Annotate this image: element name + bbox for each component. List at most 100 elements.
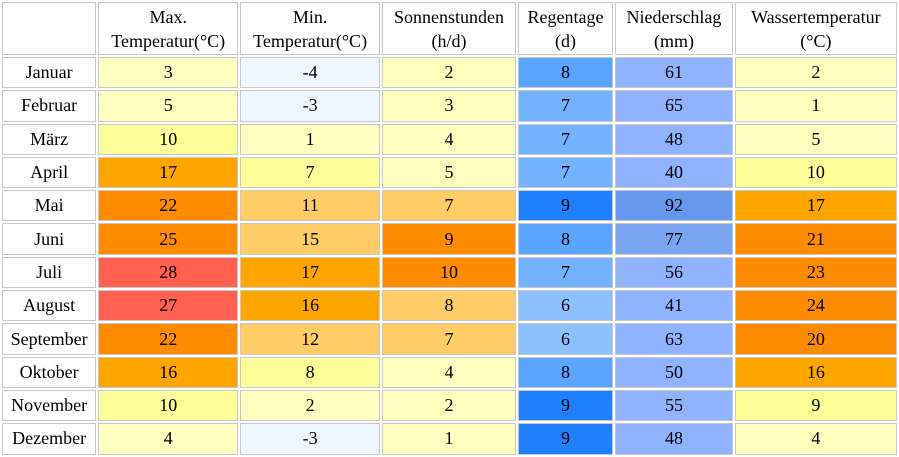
cell-max-temp: 22 [98,190,239,222]
cell-max-temp: 22 [98,323,239,355]
column-header-max-temp: Max. Temperatur(°C) [98,2,239,55]
cell-min-temp: 16 [240,290,381,322]
column-header-sun-hours: Sonnenstunden (h/d) [382,2,516,55]
column-header-line2: (°C) [800,30,832,51]
table-row: Februar 5 -3 3 7 65 1 [2,90,897,122]
cell-min-temp: 11 [240,190,381,222]
cell-water-temp: 21 [734,223,897,255]
cell-sun-hours: 5 [382,156,516,189]
column-header-line1: Min. [292,6,328,27]
cell-sun-hours: 2 [382,389,516,422]
cell-precipitation: 63 [615,323,733,355]
cell-sun-hours: 7 [382,190,516,222]
month-cell: Mai [2,190,97,222]
column-header-month [2,2,97,55]
cell-max-temp: 4 [98,423,239,455]
cell-water-temp: 5 [734,123,897,155]
cell-precipitation: 50 [615,356,733,388]
column-header-precipitation: Niederschlag (mm) [615,2,733,55]
column-header-line2: Temperatur(°C) [253,30,368,51]
table-row: Oktober 16 8 4 8 50 16 [2,356,897,388]
cell-precipitation: 40 [615,156,733,189]
month-cell: September [2,323,97,355]
table-row: August 27 16 8 6 41 24 [2,290,897,322]
column-header-line1: Regentage [527,6,604,27]
table-row: September 22 12 7 6 63 20 [2,323,897,355]
cell-rain-days: 6 [517,290,614,322]
table-row: April 17 7 5 7 40 10 [2,156,897,189]
column-header-line2: (d) [555,30,577,51]
column-header-water-temp: Wassertemperatur (°C) [734,2,897,55]
cell-precipitation: 65 [615,90,733,122]
month-cell: Dezember [2,423,97,455]
cell-water-temp: 4 [734,423,897,455]
month-cell: Juli [2,256,97,289]
table-body: Januar 3 -4 2 8 61 2 Februar 5 -3 3 7 65 1 März 10 1 4 7 48… [2,57,897,455]
cell-rain-days: 7 [517,123,614,155]
cell-max-temp: 10 [98,123,239,155]
cell-max-temp: 10 [98,389,239,422]
cell-max-temp: 3 [98,57,239,89]
cell-rain-days: 8 [517,57,614,89]
month-cell: Februar [2,90,97,122]
month-cell: April [2,156,97,189]
cell-sun-hours: 3 [382,90,516,122]
month-cell: August [2,290,97,322]
column-header-line2: Temperatur(°C) [111,30,226,51]
cell-max-temp: 16 [98,356,239,388]
cell-rain-days: 7 [517,256,614,289]
cell-precipitation: 92 [615,190,733,222]
cell-precipitation: 48 [615,423,733,455]
table-row: Juni 25 15 9 8 77 21 [2,223,897,255]
column-header-line1: Max. [149,6,187,27]
month-cell: November [2,389,97,422]
cell-min-temp: -3 [240,90,381,122]
cell-water-temp: 2 [734,57,897,89]
cell-min-temp: 1 [240,123,381,155]
cell-water-temp: 9 [734,389,897,422]
cell-sun-hours: 9 [382,223,516,255]
cell-rain-days: 6 [517,323,614,355]
cell-max-temp: 5 [98,90,239,122]
cell-water-temp: 20 [734,323,897,355]
month-cell: Oktober [2,356,97,388]
cell-water-temp: 17 [734,190,897,222]
cell-sun-hours: 1 [382,423,516,455]
column-header-min-temp: Min. Temperatur(°C) [240,2,381,55]
month-cell: März [2,123,97,155]
cell-sun-hours: 4 [382,356,516,388]
cell-water-temp: 24 [734,290,897,322]
cell-rain-days: 9 [517,389,614,422]
column-header-line1: Niederschlag [626,6,722,27]
cell-max-temp: 25 [98,223,239,255]
cell-sun-hours: 2 [382,57,516,89]
cell-water-temp: 23 [734,256,897,289]
cell-min-temp: 7 [240,156,381,189]
cell-precipitation: 61 [615,57,733,89]
column-header-rain-days: Regentage (d) [517,2,614,55]
cell-min-temp: 12 [240,323,381,355]
cell-precipitation: 56 [615,256,733,289]
column-header-line1: Sonnenstunden [393,6,504,27]
cell-min-temp: -3 [240,423,381,455]
table-row: Dezember 4 -3 1 9 48 4 [2,423,897,455]
header-row: Max. Temperatur(°C) Min. Temperatur(°C) Sonn… [2,2,897,55]
table-row: März 10 1 4 7 48 5 [2,123,897,155]
cell-min-temp: 17 [240,256,381,289]
cell-rain-days: 8 [517,223,614,255]
cell-precipitation: 41 [615,290,733,322]
cell-water-temp: 10 [734,156,897,189]
cell-sun-hours: 4 [382,123,516,155]
cell-sun-hours: 7 [382,323,516,355]
column-header-line2: (h/d) [431,30,467,51]
cell-rain-days: 9 [517,190,614,222]
cell-rain-days: 7 [517,90,614,122]
cell-min-temp: -4 [240,57,381,89]
cell-sun-hours: 8 [382,290,516,322]
cell-max-temp: 17 [98,156,239,189]
cell-rain-days: 8 [517,356,614,388]
cell-min-temp: 15 [240,223,381,255]
cell-min-temp: 8 [240,356,381,388]
cell-water-temp: 1 [734,90,897,122]
